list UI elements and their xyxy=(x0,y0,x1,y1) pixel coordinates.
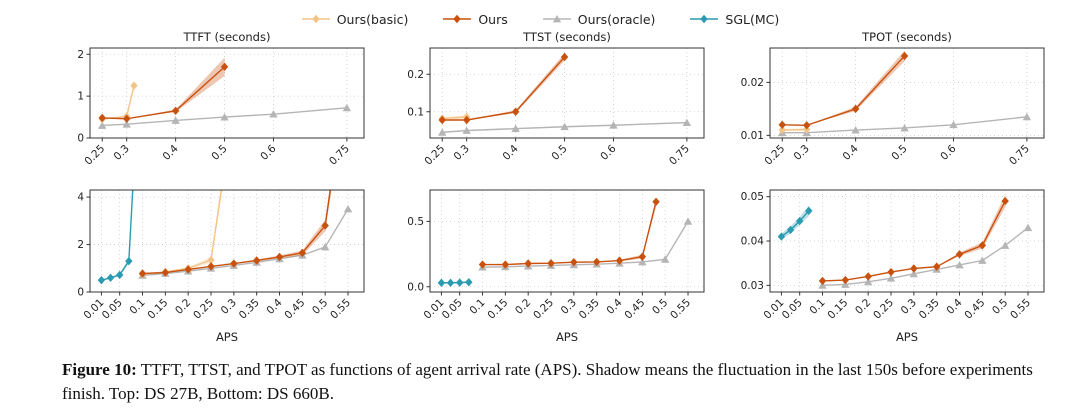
legend-label: Ours(oracle) xyxy=(577,11,656,27)
svg-text:TTST (seconds): TTST (seconds) xyxy=(522,30,611,44)
figure-caption: Figure 10: TTFT, TTST, and TPOT as funct… xyxy=(62,358,1062,406)
svg-text:0.3: 0.3 xyxy=(559,297,579,317)
svg-text:0.4: 0.4 xyxy=(160,142,181,163)
svg-text:0.15: 0.15 xyxy=(825,297,850,322)
chart-ttft-ds660b: 0.010.05 0.10.15 0.20.25 0.30.35 0.40.45 0.50… xyxy=(77,189,365,344)
svg-text:0.55: 0.55 xyxy=(328,297,353,322)
svg-text:2: 2 xyxy=(77,49,84,61)
svg-text:0.6: 0.6 xyxy=(938,142,959,163)
svg-text:0.3: 0.3 xyxy=(792,143,812,163)
svg-text:0.6: 0.6 xyxy=(598,142,619,163)
svg-text:0.3: 0.3 xyxy=(112,143,132,163)
legend-item-ours-basic-: Ours(basic) xyxy=(301,11,409,27)
svg-text:0.25: 0.25 xyxy=(762,143,787,168)
svg-text:2: 2 xyxy=(77,239,84,251)
legend-marker-icon xyxy=(690,14,719,24)
svg-text:0.05: 0.05 xyxy=(100,297,125,322)
svg-text:0.6: 0.6 xyxy=(258,142,279,163)
svg-text:0.75: 0.75 xyxy=(667,143,692,168)
svg-text:0.3: 0.3 xyxy=(899,297,919,317)
chart-ttft-ds27b: 0.25 0.3 0.4 0.5 0.6 0.75 0 1 2 TTFT (seconds) xyxy=(77,30,365,168)
svg-text:0.45: 0.45 xyxy=(962,297,987,322)
svg-text:4: 4 xyxy=(77,192,84,204)
svg-text:0.5: 0.5 xyxy=(990,297,1010,317)
svg-text:0.35: 0.35 xyxy=(577,297,602,322)
svg-text:0.1: 0.1 xyxy=(807,297,827,317)
svg-text:0.5: 0.5 xyxy=(889,143,909,163)
svg-text:1: 1 xyxy=(77,91,84,103)
svg-text:0.15: 0.15 xyxy=(145,297,170,322)
svg-text:0.75: 0.75 xyxy=(327,143,352,168)
svg-text:0.05: 0.05 xyxy=(440,297,465,322)
svg-text:0.55: 0.55 xyxy=(1008,297,1033,322)
svg-text:0.45: 0.45 xyxy=(282,297,307,322)
svg-text:0.04: 0.04 xyxy=(741,236,765,248)
svg-text:APS: APS xyxy=(556,330,578,344)
svg-text:0.5: 0.5 xyxy=(549,143,569,163)
svg-text:0.05: 0.05 xyxy=(780,297,805,322)
svg-text:0.1: 0.1 xyxy=(407,106,424,118)
legend-marker-icon xyxy=(542,15,571,23)
svg-text:0.35: 0.35 xyxy=(917,297,942,322)
chart-tpot-ds660b: 0.010.05 0.10.15 0.20.25 0.30.35 0.40.45 0.50… xyxy=(741,189,1045,344)
svg-text:0.25: 0.25 xyxy=(422,143,447,168)
svg-text:APS: APS xyxy=(216,330,238,344)
legend-marker-icon xyxy=(301,14,330,24)
svg-text:0.5: 0.5 xyxy=(407,216,424,228)
svg-text:0.25: 0.25 xyxy=(531,297,556,322)
chart-tpot-ds27b: 0.25 0.3 0.4 0.5 0.6 0.75 0.01 0.02 TPOT (second… xyxy=(741,30,1045,168)
svg-text:0.1: 0.1 xyxy=(467,297,487,317)
paper-figure-page: Ours(basic) Ours Ours(oracle) SGL(MC) 0.25 0… xyxy=(0,0,1080,406)
svg-text:0.4: 0.4 xyxy=(840,142,861,163)
caption-label: Figure 10: xyxy=(62,360,137,379)
svg-text:0.25: 0.25 xyxy=(191,297,216,322)
svg-text:0.15: 0.15 xyxy=(485,297,510,322)
legend-item-ours: Ours xyxy=(442,11,508,27)
plot-legend: Ours(basic) Ours Ours(oracle) SGL(MC) xyxy=(0,0,1080,30)
svg-text:0.45: 0.45 xyxy=(622,297,647,322)
svg-text:0: 0 xyxy=(77,287,84,299)
svg-text:0.02: 0.02 xyxy=(741,77,764,89)
charts-grid: 0.25 0.3 0.4 0.5 0.6 0.75 0 1 2 TTFT (seconds) 0.… xyxy=(46,30,1080,350)
svg-text:0.1: 0.1 xyxy=(127,297,147,317)
caption-text: TTFT, TTST, and TPOT as functions of age… xyxy=(62,360,1033,404)
svg-text:0.5: 0.5 xyxy=(310,297,330,317)
svg-text:0.5: 0.5 xyxy=(650,297,670,317)
legend-item-sgl-mc-: SGL(MC) xyxy=(689,12,779,27)
svg-text:0.4: 0.4 xyxy=(500,142,521,163)
svg-text:TPOT (seconds): TPOT (seconds) xyxy=(861,30,952,44)
svg-text:0.0: 0.0 xyxy=(407,281,424,293)
svg-text:0.2: 0.2 xyxy=(513,297,533,317)
svg-text:0.2: 0.2 xyxy=(407,69,424,81)
svg-text:0.2: 0.2 xyxy=(853,297,873,317)
legend-item-ours-oracle-: Ours(oracle) xyxy=(542,11,656,27)
svg-text:0: 0 xyxy=(77,133,84,145)
svg-text:0.25: 0.25 xyxy=(82,143,107,168)
chart-ttst-ds27b: 0.25 0.3 0.4 0.5 0.6 0.75 0.1 0.2 TTST (seconds) xyxy=(407,30,705,168)
svg-text:0.05: 0.05 xyxy=(741,191,764,203)
svg-text:TTFT (seconds): TTFT (seconds) xyxy=(183,30,271,44)
svg-text:0.75: 0.75 xyxy=(1007,143,1032,168)
legend-label: SGL(MC) xyxy=(725,11,780,27)
svg-text:0.3: 0.3 xyxy=(452,143,472,163)
svg-text:APS: APS xyxy=(896,330,918,344)
legend-marker-icon xyxy=(443,14,472,24)
legend-label: Ours(basic) xyxy=(336,11,409,27)
svg-text:0.03: 0.03 xyxy=(741,280,764,292)
svg-text:0.55: 0.55 xyxy=(668,297,693,322)
svg-text:0.01: 0.01 xyxy=(741,130,764,142)
svg-text:0.25: 0.25 xyxy=(871,297,896,322)
legend-label: Ours xyxy=(478,11,508,27)
chart-ttst-ds660b: 0.010.05 0.10.15 0.20.25 0.30.35 0.40.45 0.50… xyxy=(407,189,705,344)
svg-text:0.5: 0.5 xyxy=(209,143,229,163)
svg-text:0.35: 0.35 xyxy=(237,297,262,322)
svg-text:0.3: 0.3 xyxy=(219,297,239,317)
svg-text:0.2: 0.2 xyxy=(173,297,193,317)
